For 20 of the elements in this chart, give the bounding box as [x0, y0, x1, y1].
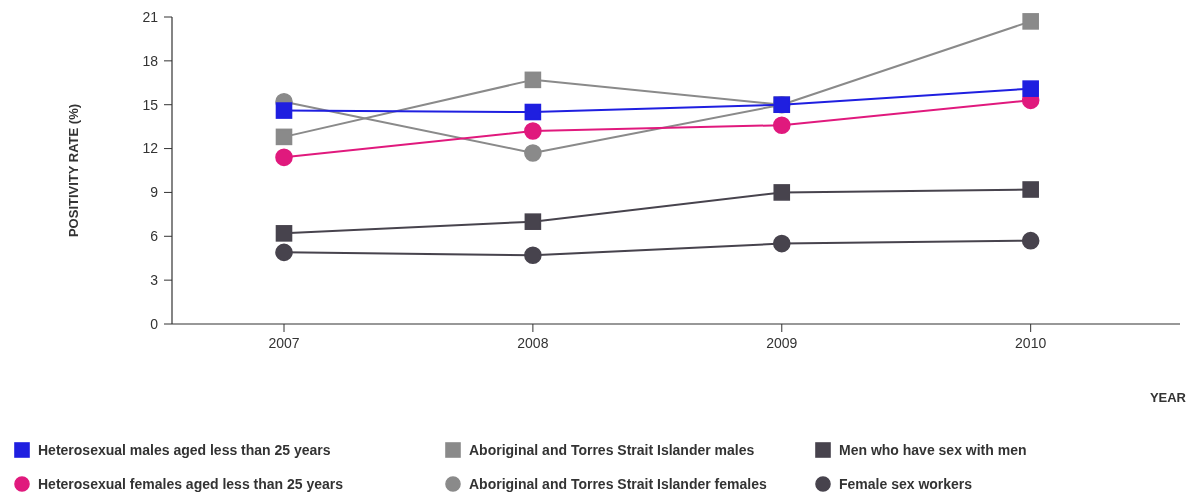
y-tick-label: 12 — [142, 140, 159, 157]
legend-label: Aboriginal and Torres Strait Islander males — [469, 441, 755, 458]
y-axis-title: POSITIVITY RATE (%) — [66, 103, 81, 238]
legend-label: Female sex workers — [839, 475, 973, 492]
legend-label: Heterosexual females aged less than 25 years — [38, 475, 344, 492]
y-tick-label: 3 — [150, 272, 159, 289]
x-tick-label: 2010 — [1015, 335, 1047, 351]
legend-label: Heterosexual males aged less than 25 years — [38, 441, 331, 458]
x-tick-label: 2009 — [766, 335, 798, 351]
y-tick-label: 9 — [150, 184, 159, 201]
x-tick-label: 2008 — [517, 335, 549, 351]
y-tick-label: 18 — [142, 52, 159, 69]
x-axis-title: YEAR — [1149, 390, 1187, 405]
y-tick-label: 6 — [150, 228, 159, 245]
y-tick-label: 0 — [150, 315, 159, 332]
x-tick-label: 2007 — [268, 335, 300, 351]
legend-label: Aboriginal and Torres Strait Islander females — [469, 475, 767, 492]
y-tick-label: 15 — [142, 96, 159, 113]
y-tick-label: 21 — [142, 8, 159, 25]
legend-label: Men who have sex with men — [839, 441, 1027, 458]
